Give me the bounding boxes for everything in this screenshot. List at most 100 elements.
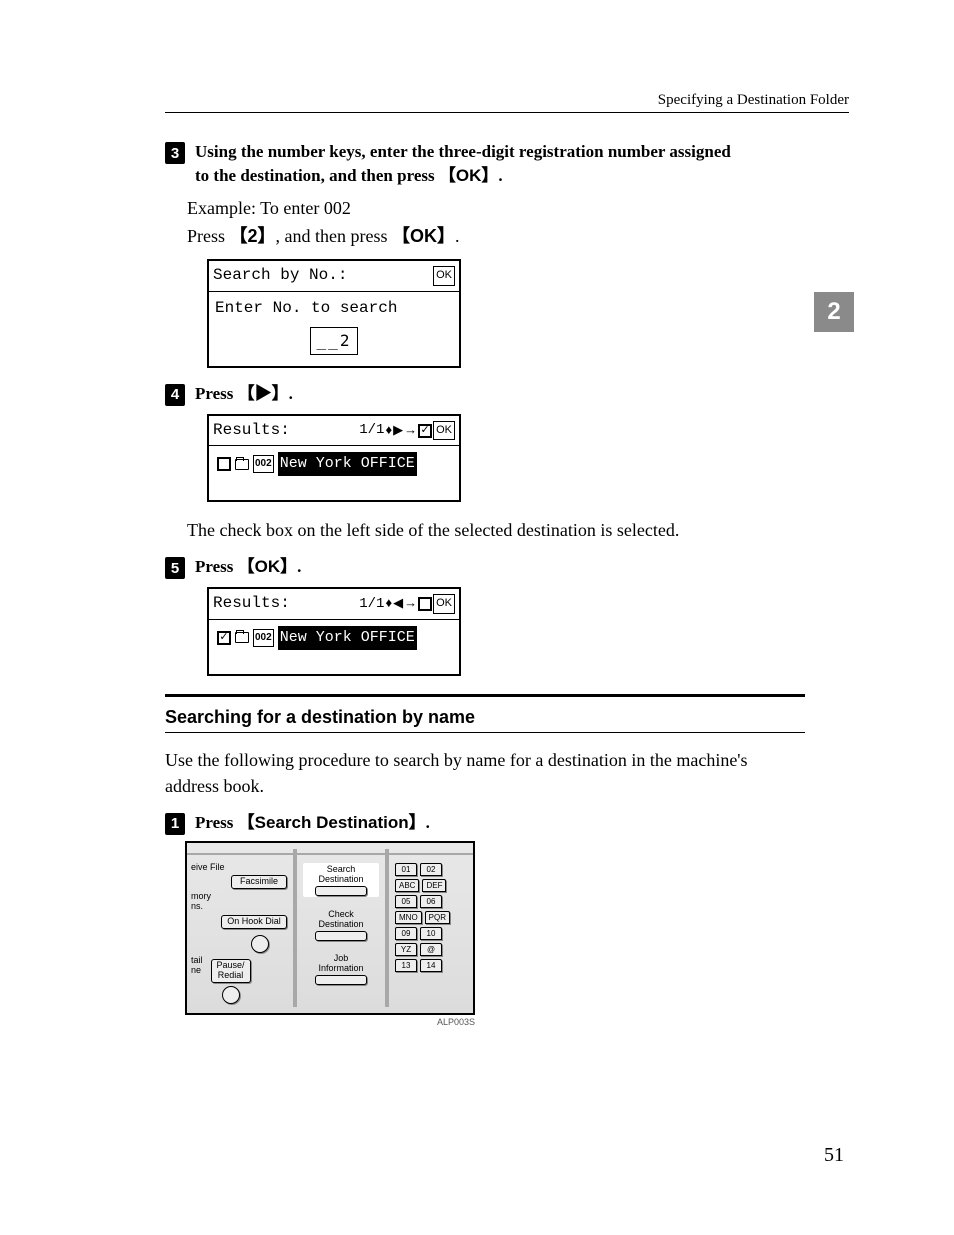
- destination-name: New York OFFICE: [278, 452, 417, 476]
- step4-period: .: [289, 384, 293, 403]
- control-panel-figure: eive File Facsimile moryns. On Hook Dial…: [185, 841, 475, 1015]
- result-row: 002 New York OFFICE: [215, 450, 453, 478]
- quickdial-01[interactable]: 01: [395, 863, 417, 876]
- step3-period2: .: [455, 226, 460, 246]
- running-head: Specifying a Destination Folder: [165, 92, 849, 109]
- panel-label-memory: moryns.: [191, 892, 287, 912]
- search-destination-highlight: Search Destination: [303, 863, 379, 897]
- step-3: 3 Using the number keys, enter the three…: [165, 140, 805, 368]
- step4-after-text: The check box on the left side of the se…: [187, 516, 805, 545]
- checkbox-empty-icon: [418, 597, 432, 611]
- job-label-2: Information: [303, 963, 379, 973]
- reg-number-badge-2: 002: [253, 629, 274, 647]
- step-number-5: 5: [165, 557, 185, 579]
- right-arrow-key: ▶: [238, 384, 289, 403]
- check-label-2: Destination: [303, 919, 379, 929]
- quickdial-09[interactable]: 09: [395, 927, 417, 940]
- panel-separator: [293, 849, 297, 1007]
- search-label-2: Destination: [304, 874, 378, 884]
- quickdial-pqr[interactable]: PQR: [425, 911, 450, 924]
- step3-example: Example: To enter 002: [187, 194, 805, 223]
- chapter-tab: 2: [814, 292, 854, 332]
- quickdial-05[interactable]: 05: [395, 895, 417, 908]
- ok-key-3: OK: [238, 557, 298, 576]
- lcd-results-label-2: Results:: [213, 591, 290, 617]
- checkbox-checked: ✓: [217, 631, 231, 645]
- lcd-ok-indicator: OK: [433, 266, 455, 286]
- search-label-1: Search: [304, 864, 378, 874]
- quickdial-02[interactable]: 02: [420, 863, 442, 876]
- step-number-4: 4: [165, 384, 185, 406]
- step-4: 4 Press ▶. Results: 1/1 ♦ ▶ → ✓: [165, 382, 805, 545]
- section-divider-thick: [165, 694, 805, 697]
- quickdial-14[interactable]: 14: [420, 959, 442, 972]
- ok-key-2: OK: [392, 226, 455, 246]
- quickdial-abc[interactable]: ABC: [395, 879, 419, 892]
- figure-caption: ALP003S: [185, 1017, 475, 1027]
- step3-line2: to the destination, and then press: [195, 166, 439, 185]
- step3-period: .: [498, 166, 502, 185]
- step-3-instruction: Using the number keys, enter the three-d…: [195, 140, 731, 188]
- panel-label-detail: tailne: [191, 956, 203, 976]
- lcd-prompt: Enter No. to search: [215, 296, 453, 322]
- reg-number-badge: 002: [253, 455, 274, 473]
- step5-instruction: Press OK.: [195, 555, 301, 579]
- destination-name-2: New York OFFICE: [278, 626, 417, 650]
- step5-press: Press: [195, 557, 238, 576]
- step1b-period: .: [426, 813, 430, 832]
- lcd-ok-indicator-2: OK: [433, 421, 455, 441]
- lcd-results-2: Results: 1/1 ♦ ◀ → OK ✓: [207, 587, 461, 676]
- section-title: Searching for a destination by name: [165, 707, 805, 728]
- ok-key: OK: [439, 166, 499, 185]
- step3-line1: Using the number keys, enter the three-d…: [195, 142, 731, 161]
- lcd-counter: 1/1: [359, 419, 384, 441]
- quickdial-10[interactable]: 10: [420, 927, 442, 940]
- lcd-input-field: __2: [310, 327, 359, 355]
- facsimile-button[interactable]: Facsimile: [231, 875, 287, 889]
- on-hook-dial-button[interactable]: On Hook Dial: [221, 915, 287, 929]
- quickdial-at[interactable]: @: [420, 943, 442, 956]
- step3-press-line: Press 2, and then press OK.: [187, 222, 805, 251]
- section-paragraph: Use the following procedure to search by…: [165, 747, 805, 799]
- updown-icon: ♦: [385, 420, 392, 441]
- step-1-search: 1 Press Search Destination. eive File Fa…: [165, 811, 805, 1027]
- step3-press-prefix: Press: [187, 226, 230, 246]
- lcd-ok-indicator-3: OK: [433, 594, 455, 614]
- step4-press: Press: [195, 384, 238, 403]
- check-destination-button[interactable]: [315, 931, 367, 941]
- search-destination-button[interactable]: [315, 886, 367, 896]
- arrow-icon-2: →: [404, 593, 417, 614]
- round-button-2[interactable]: [222, 986, 240, 1004]
- panel-separator-2: [385, 849, 389, 1007]
- lcd-results-label: Results:: [213, 418, 290, 444]
- quickdial-def[interactable]: DEF: [422, 879, 446, 892]
- step-number-1: 1: [165, 813, 185, 835]
- folder-icon-2: [235, 632, 249, 643]
- lcd-counter-2: 1/1: [359, 593, 384, 615]
- step5-period: .: [297, 557, 301, 576]
- step-5: 5 Press OK. Results: 1/1 ♦ ◀ →: [165, 555, 805, 675]
- step4-instruction: Press ▶.: [195, 382, 293, 406]
- folder-icon: [235, 459, 249, 470]
- updown-icon-2: ♦: [385, 593, 392, 614]
- step3-press-mid: , and then press: [276, 226, 392, 246]
- left-circle-icon: ◀: [393, 593, 403, 614]
- step-number-3: 3: [165, 142, 185, 164]
- pause-redial-button[interactable]: Pause/ Redial: [211, 959, 251, 983]
- job-information-button[interactable]: [315, 975, 367, 985]
- lcd-title: Search by No.:: [213, 263, 347, 289]
- step1b-press: Press: [195, 813, 238, 832]
- check-icon: ✓: [418, 424, 432, 438]
- page-number: 51: [824, 1144, 844, 1167]
- quickdial-yz[interactable]: YZ: [395, 943, 417, 956]
- quickdial-mno[interactable]: MNO: [395, 911, 422, 924]
- lcd-results-1: Results: 1/1 ♦ ▶ → ✓ OK: [207, 414, 461, 503]
- quickdial-13[interactable]: 13: [395, 959, 417, 972]
- header-rule: [165, 112, 849, 113]
- round-button-1[interactable]: [251, 935, 269, 953]
- quickdial-06[interactable]: 06: [420, 895, 442, 908]
- key-2: 2: [230, 226, 276, 246]
- check-label-1: Check: [303, 909, 379, 919]
- panel-label-receive-file: eive File: [191, 863, 287, 873]
- right-circle-icon: ▶: [393, 420, 403, 441]
